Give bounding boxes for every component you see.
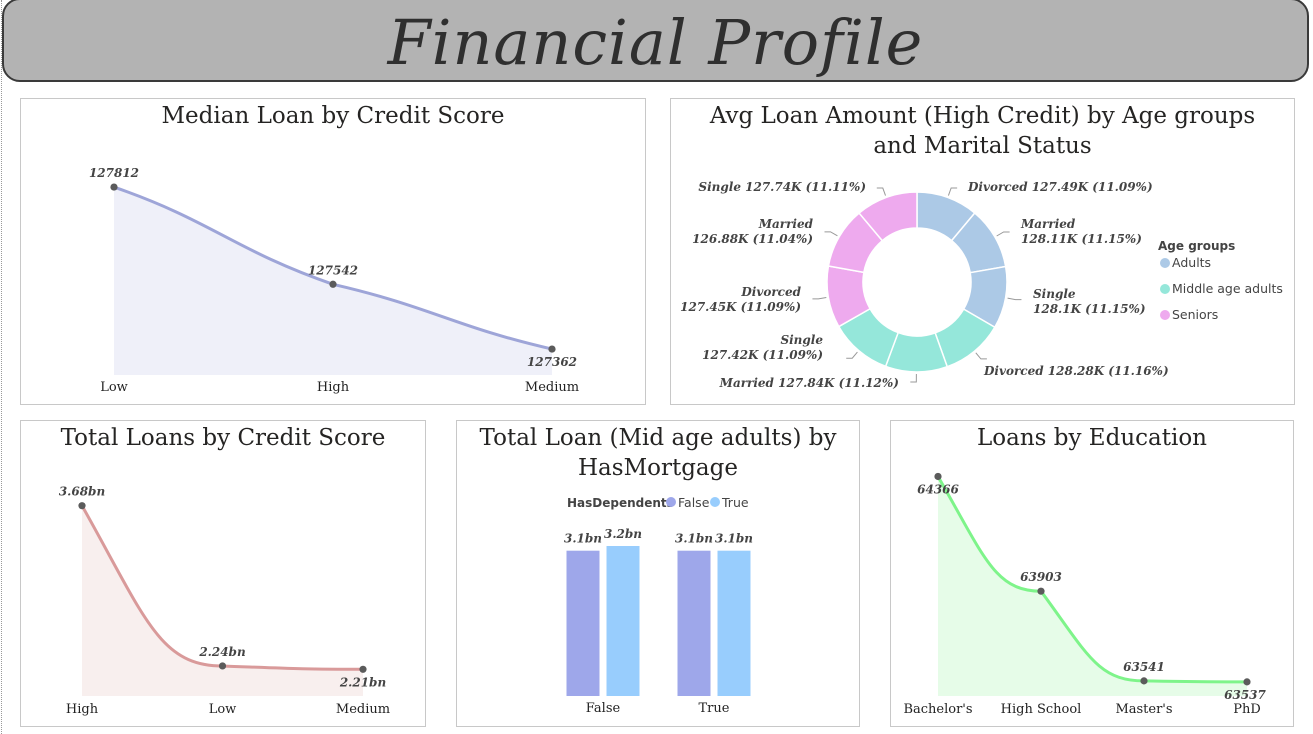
slice-label: Single 127.74K (11.11%) bbox=[698, 180, 866, 194]
data-point bbox=[218, 662, 227, 670]
loans-education-chart: 64366 Bachelor's 63903 High School 63541 Mast… bbox=[903, 472, 1267, 717]
bar bbox=[677, 550, 711, 696]
slice-label: Married 127.84K (11.12%) bbox=[719, 376, 899, 390]
legend-label: Adults bbox=[1172, 255, 1211, 270]
x-tick-label: Medium bbox=[336, 702, 390, 717]
leader-line bbox=[876, 187, 886, 196]
legend-label: Seniors bbox=[1172, 307, 1218, 322]
area-fill bbox=[938, 476, 1247, 696]
legend-marker bbox=[1160, 284, 1170, 294]
x-tick-label: True bbox=[699, 701, 730, 716]
x-tick-label: Master's bbox=[1115, 702, 1172, 717]
total-loans-chart: 3.68bn High 2.24bn Low 2.21bn Medium bbox=[59, 485, 390, 717]
legend-title: Age groups bbox=[1158, 239, 1235, 253]
data-point bbox=[1243, 678, 1251, 686]
legend-label: True bbox=[721, 495, 749, 510]
data-point bbox=[934, 472, 942, 481]
data-label: 63541 bbox=[1123, 660, 1165, 674]
slice-label: Single bbox=[780, 333, 823, 347]
data-label: 127362 bbox=[527, 355, 577, 369]
slice-label: 126.88K (11.04%) bbox=[692, 232, 813, 246]
x-tick-label: Bachelor's bbox=[903, 702, 972, 717]
leader-line bbox=[846, 351, 858, 359]
avg-loan-panel: Avg Loan Amount (High Credit) by Age gro… bbox=[670, 98, 1295, 405]
x-tick-label: High bbox=[66, 702, 99, 717]
slice-label: 127.45K (11.09%) bbox=[680, 300, 801, 314]
legend-marker bbox=[1160, 310, 1170, 320]
data-label: 63537 bbox=[1224, 688, 1266, 702]
x-tick-label: High bbox=[317, 380, 350, 395]
leader-line bbox=[947, 187, 958, 196]
legend-marker bbox=[710, 497, 720, 507]
x-tick-label: Low bbox=[100, 380, 128, 395]
x-tick-label: Medium bbox=[525, 380, 579, 395]
data-point bbox=[1037, 587, 1045, 595]
data-label: 64366 bbox=[917, 482, 959, 496]
total-loans-title: Total Loans by Credit Score bbox=[60, 425, 386, 451]
area-fill bbox=[82, 505, 363, 696]
header-banner: Financial Profile bbox=[2, 0, 1309, 82]
slice-label: 128.1K (11.15%) bbox=[1033, 302, 1146, 316]
data-label: 3.2bn bbox=[604, 527, 642, 541]
slice-label: Single bbox=[1033, 287, 1076, 301]
x-tick-label: Low bbox=[209, 702, 237, 717]
leader-line bbox=[1007, 297, 1022, 301]
data-label: 3.1bn bbox=[715, 532, 753, 546]
slice-label: 127.42K (11.09%) bbox=[702, 348, 823, 362]
total-loan-mortgage-title: Total Loan (Mid age adults) by HasMortga… bbox=[479, 425, 837, 481]
data-point bbox=[359, 665, 367, 673]
data-label: 63903 bbox=[1020, 570, 1062, 584]
slice-label: Divorced 128.28K (11.16%) bbox=[983, 364, 1169, 378]
legend-label: Middle age adults bbox=[1172, 281, 1283, 296]
series-line bbox=[80, 504, 364, 671]
data-label: 2.21bn bbox=[339, 675, 386, 689]
loans-education-title: Loans by Education bbox=[977, 425, 1207, 451]
legend-marker bbox=[666, 497, 676, 507]
data-label: 127812 bbox=[89, 166, 139, 180]
avg-loan-donut-chart: Divorced 127.49K (11.09%)Married128.11K … bbox=[680, 180, 1283, 390]
loans-education-panel: Loans by Education 64366 Bachelor's 63903 H… bbox=[890, 420, 1294, 727]
legend-label: False bbox=[678, 495, 710, 510]
data-point bbox=[78, 502, 86, 510]
median-loan-panel: Median Loan by Credit Score 127812 Low 127… bbox=[20, 98, 646, 405]
slice-label: Divorced 127.49K (11.09%) bbox=[967, 180, 1153, 194]
leader-line bbox=[910, 373, 917, 383]
bar bbox=[606, 546, 640, 696]
slice-label: Divorced bbox=[740, 285, 801, 299]
data-label: 3.68bn bbox=[59, 485, 105, 499]
data-point bbox=[548, 345, 556, 353]
left-border bbox=[1, 0, 2, 734]
slice-label: Married bbox=[1020, 217, 1076, 231]
leader-line bbox=[812, 297, 827, 300]
data-point bbox=[110, 183, 118, 191]
page-title: Financial Profile bbox=[387, 6, 924, 79]
x-tick-label: PhD bbox=[1233, 702, 1261, 717]
avg-loan-title: Avg Loan Amount (High Credit) by Age gro… bbox=[709, 103, 1256, 159]
x-tick-label: False bbox=[586, 701, 621, 716]
median-loan-chart: 127812 Low 127542 High 127362 Medium bbox=[89, 166, 579, 395]
data-label: 3.1bn bbox=[564, 532, 602, 546]
bar bbox=[717, 550, 751, 696]
slice-label: Married bbox=[758, 217, 814, 231]
data-label: 127542 bbox=[308, 263, 358, 277]
x-tick-label: High School bbox=[1001, 702, 1082, 717]
total-loan-mortgage-panel: Total Loan (Mid age adults) by HasMortga… bbox=[456, 420, 860, 727]
bar bbox=[566, 550, 600, 696]
data-point bbox=[329, 280, 337, 288]
data-point bbox=[1140, 677, 1148, 685]
data-label: 3.1bn bbox=[675, 532, 713, 546]
legend-title: HasDependents bbox=[567, 496, 674, 510]
median-loan-title: Median Loan by Credit Score bbox=[161, 103, 505, 129]
donut-slice bbox=[858, 191, 918, 242]
slice-label: 128.11K (11.15%) bbox=[1021, 232, 1142, 246]
leader-line bbox=[824, 231, 838, 237]
series-line bbox=[936, 475, 1248, 684]
legend-marker bbox=[1160, 258, 1170, 268]
leader-line bbox=[975, 352, 987, 360]
area-fill bbox=[114, 187, 552, 375]
data-label: 2.24bn bbox=[198, 645, 245, 659]
total-loans-panel: Total Loans by Credit Score 3.68bn High 2.… bbox=[20, 420, 426, 727]
leader-line bbox=[996, 231, 1010, 237]
